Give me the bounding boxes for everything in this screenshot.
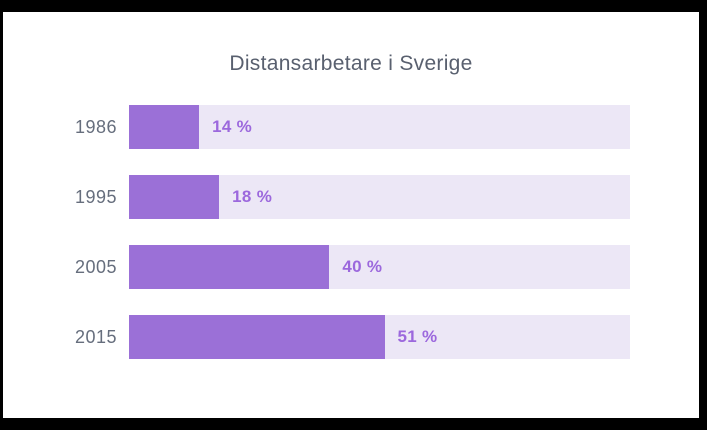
bar-row-2005: 2005 40 % <box>3 245 699 289</box>
bar-fill <box>129 245 330 289</box>
chart-title: Distansarbetare i Sverige <box>229 52 473 75</box>
value-label: 18 % <box>232 187 273 206</box>
value-label: 14 % <box>212 117 253 136</box>
bar-fill <box>129 175 220 219</box>
bar-row-1995: 1995 18 % <box>3 175 699 219</box>
bar-rows: 1986 14 % 1995 18 % 2005 40 % 2015 <box>3 105 699 385</box>
bar-fill <box>129 105 200 149</box>
category-label: 1995 <box>74 186 117 207</box>
value-label: 51 % <box>397 327 438 346</box>
bar-fill <box>129 315 385 359</box>
bar-track: 40 % <box>129 245 630 289</box>
category-label: 2005 <box>74 256 117 277</box>
bar-row-1986: 1986 14 % <box>3 105 699 149</box>
value-label: 40 % <box>342 257 383 276</box>
bar-track: 51 % <box>129 315 630 359</box>
bar-row-2015: 2015 51 % <box>3 315 699 359</box>
category-label: 1986 <box>74 116 117 137</box>
bar-track: 18 % <box>129 175 630 219</box>
bar-track: 14 % <box>129 105 630 149</box>
chart-card: Distansarbetare i Sverige 1986 14 % 1995… <box>3 12 699 418</box>
category-label: 2015 <box>74 326 117 347</box>
